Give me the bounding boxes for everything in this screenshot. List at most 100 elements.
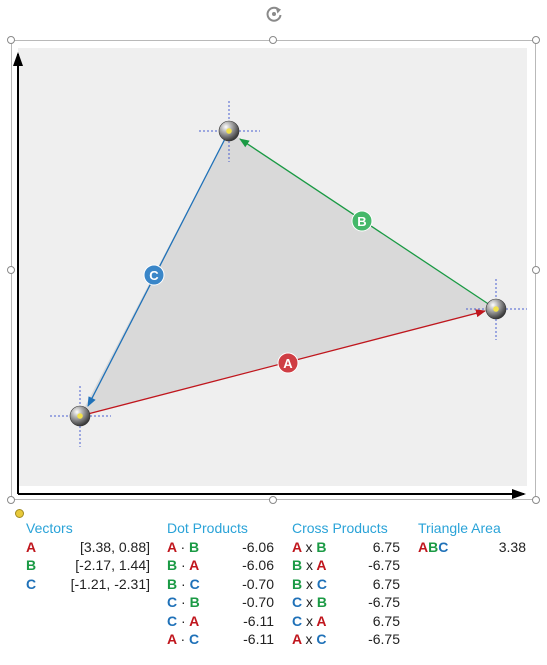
operand-right: C xyxy=(316,631,327,647)
dot-product-row: C · B -0.70 xyxy=(167,593,274,612)
vectors-section: Vectors A [3.38, 0.88] B [-2.17, 1.44] C… xyxy=(26,519,150,593)
triangle-label-c: C xyxy=(438,538,449,555)
vectors-header: Vectors xyxy=(26,520,73,536)
operand-left: A xyxy=(292,631,302,647)
cross-product-row: B x A -6.75 xyxy=(292,556,400,575)
vertex-3-sphere-point-icon[interactable] xyxy=(485,298,507,320)
cross-product-row: C x A 6.75 xyxy=(292,612,400,631)
operand-right: B xyxy=(316,538,327,555)
cross-operator: x xyxy=(305,631,313,647)
resize-handle-bottom-right[interactable] xyxy=(532,496,540,504)
vector-c-badge: C xyxy=(143,264,165,286)
dot-operator: · xyxy=(181,594,186,610)
dot-product-row: B · A -6.06 xyxy=(167,556,274,575)
dot-products-section: Dot Products A · B -6.06 B · A -6.06 B ·… xyxy=(167,519,274,649)
cross-operator: x xyxy=(306,575,314,592)
resize-handle-top-right[interactable] xyxy=(532,36,540,44)
dot-operator: · xyxy=(180,538,186,555)
operand-left: A xyxy=(167,538,177,555)
vertex-1-sphere-point-icon[interactable] xyxy=(69,405,91,427)
cross-operator: x xyxy=(306,557,314,573)
dot-product-value: -6.11 xyxy=(243,631,274,647)
operand-left: B xyxy=(292,575,303,592)
operand-right: A xyxy=(189,612,200,629)
dot-product-value: -0.70 xyxy=(242,594,274,610)
operand-left: B xyxy=(167,575,178,592)
cross-product-value: 6.75 xyxy=(372,575,400,592)
vector-b-badge: B xyxy=(351,210,373,232)
cross-product-row: A x C -6.75 xyxy=(292,630,400,649)
cross-products-header: Cross Products xyxy=(292,520,388,536)
triangle-label-a: A xyxy=(418,538,429,555)
dot-product-row: B · C -0.70 xyxy=(167,575,274,594)
operand-left: A xyxy=(292,538,302,555)
cross-operator: x xyxy=(306,594,314,610)
operand-right: A xyxy=(189,557,200,573)
dot-product-value: -6.11 xyxy=(243,612,274,629)
operand-right: A xyxy=(316,557,327,573)
resize-handle-right[interactable] xyxy=(532,266,540,274)
operand-left: B xyxy=(292,557,303,573)
vector-a-badge-label: A xyxy=(283,356,293,371)
operand-right: C xyxy=(189,631,200,647)
dot-product-row: A · C -6.11 xyxy=(167,630,274,649)
cross-product-value: -6.75 xyxy=(368,594,400,610)
triangle-label-b: B xyxy=(428,538,439,555)
triangle-area-value: 3.38 xyxy=(498,538,526,555)
dot-product-value: -0.70 xyxy=(242,575,274,592)
dot-products-header: Dot Products xyxy=(167,520,248,536)
cross-product-row: B x C 6.75 xyxy=(292,575,400,594)
rotate-icon[interactable] xyxy=(264,4,284,24)
resize-handle-left[interactable] xyxy=(7,266,15,274)
operand-right: C xyxy=(189,575,200,592)
dot-product-value: -6.06 xyxy=(242,557,274,573)
vector-value: [-2.17, 1.44] xyxy=(75,557,150,573)
operand-right: B xyxy=(189,594,200,610)
vector-diagram: A B C xyxy=(13,52,527,499)
operand-left: A xyxy=(167,631,177,647)
operand-left: C xyxy=(292,612,303,629)
dot-product-value: -6.06 xyxy=(242,538,274,555)
operand-left: C xyxy=(167,612,178,629)
dot-product-row: C · A -6.11 xyxy=(167,612,274,631)
dot-product-row: A · B -6.06 xyxy=(167,538,274,557)
vector-value: [-1.21, -2.31] xyxy=(70,575,150,592)
operand-right: B xyxy=(316,594,328,610)
dot-operator: · xyxy=(180,631,186,647)
operand-right: A xyxy=(316,612,327,629)
operand-left: B xyxy=(167,557,178,573)
triangle-area-header: Triangle Area xyxy=(418,520,501,536)
triangle-area-row: ABC 3.38 xyxy=(418,538,526,557)
cross-product-value: -6.75 xyxy=(368,557,400,573)
vertex-2-sphere-point-icon[interactable] xyxy=(218,120,240,142)
triangle-area-shape xyxy=(80,131,496,416)
vector-value: [3.38, 0.88] xyxy=(79,538,150,555)
vector-a-badge: A xyxy=(277,352,299,374)
adjust-handle[interactable] xyxy=(15,509,24,518)
resize-handle-top-left[interactable] xyxy=(7,36,15,44)
operand-left: C xyxy=(167,594,178,610)
cross-product-row: A x B 6.75 xyxy=(292,538,400,557)
resize-handle-bottom[interactable] xyxy=(269,496,277,504)
vector-c-badge-label: C xyxy=(149,268,159,283)
vector-row: C [-1.21, -2.31] xyxy=(26,575,150,594)
vector-b-badge-label: B xyxy=(357,214,366,229)
resize-handle-bottom-left[interactable] xyxy=(7,496,15,504)
vector-row: A [3.38, 0.88] xyxy=(26,538,150,557)
cross-operator: x xyxy=(305,538,313,555)
resize-handle-top[interactable] xyxy=(269,36,277,44)
cross-product-value: 6.75 xyxy=(372,612,400,629)
dot-operator: · xyxy=(181,557,186,573)
operand-right: C xyxy=(316,575,328,592)
vector-name: B xyxy=(26,557,37,573)
vector-row: B [-2.17, 1.44] xyxy=(26,556,150,575)
triangle-area-section: Triangle Area ABC 3.38 xyxy=(418,519,526,556)
cross-operator: x xyxy=(306,612,314,629)
vector-name: A xyxy=(26,538,37,555)
cross-products-section: Cross Products A x B 6.75 B x A -6.75 B … xyxy=(292,519,400,649)
operand-left: C xyxy=(292,594,303,610)
operand-right: B xyxy=(189,538,200,555)
dot-operator: · xyxy=(181,612,186,629)
cross-product-value: 6.75 xyxy=(372,538,400,555)
vector-name: C xyxy=(26,575,37,592)
